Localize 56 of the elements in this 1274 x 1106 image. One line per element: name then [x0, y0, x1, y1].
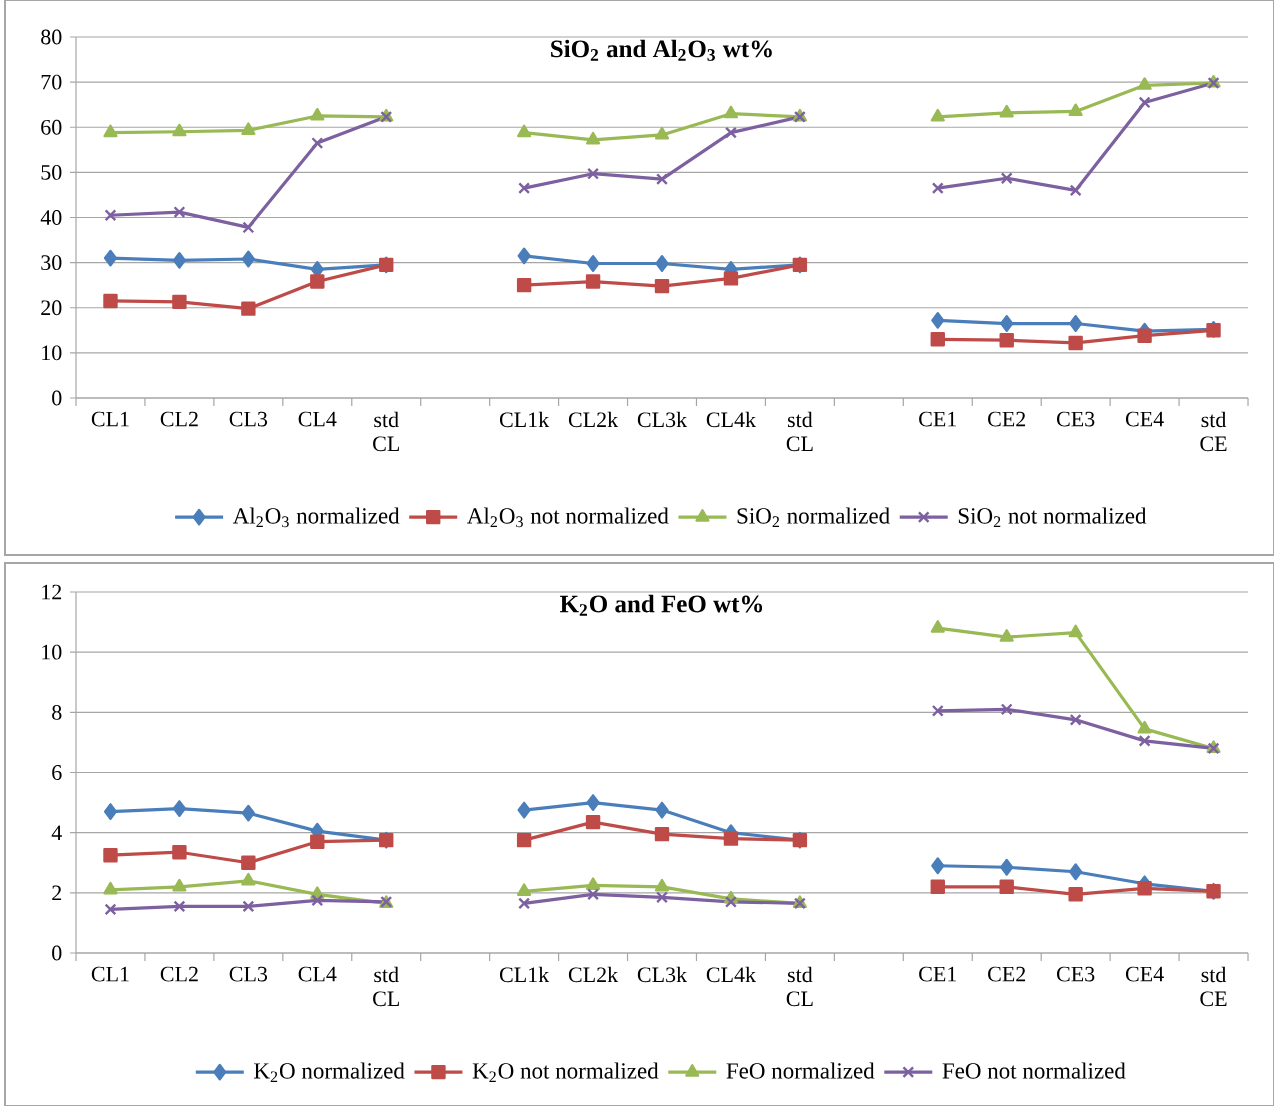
- x-tick-label: CL2k: [568, 411, 619, 428]
- x-tick-label: CE4: [1125, 966, 1164, 982]
- legend-label: K$_{2}$O normalized: [254, 1062, 405, 1083]
- chart-title: SiO$_{2}$ and Al$_{2}$O$_{3}$ wt%: [551, 39, 772, 61]
- x-tick-label: CL3k: [637, 411, 688, 428]
- y-tick-label: 20: [41, 300, 62, 316]
- x-tick-label: std CL: [373, 966, 399, 1007]
- x-tick-label: std CL: [786, 966, 813, 1007]
- x-tick-label: CE1: [919, 411, 956, 427]
- x-tick-label: CL3: [229, 411, 268, 427]
- x-tick-label: std CL: [373, 411, 399, 452]
- legend-label: Al$_{2}$O$_{3}$ not normalized: [467, 507, 669, 528]
- legend-label: K$_{2}$O not normalized: [472, 1062, 659, 1083]
- x-tick-label: CL4: [298, 411, 337, 427]
- legend-label: FeO normalized: [726, 1062, 875, 1079]
- x-tick-label: CL2: [160, 966, 198, 982]
- y-tick-label: 60: [41, 119, 62, 135]
- x-tick-label: CL1k: [499, 966, 550, 983]
- y-tick-label: 50: [41, 164, 62, 180]
- x-tick-label: std CE: [1200, 411, 1227, 452]
- x-tick-label: CL1k: [499, 411, 550, 428]
- legend-label: SiO$_{2}$ not normalized: [958, 507, 1147, 528]
- x-tick-label: CE3: [1057, 411, 1095, 427]
- x-tick-label: CE2: [988, 411, 1026, 427]
- x-tick-label: CE3: [1057, 966, 1095, 982]
- x-tick-label: CL2k: [568, 966, 619, 983]
- y-tick-label: 4: [51, 825, 62, 840]
- y-tick-label: 10: [42, 644, 62, 660]
- x-tick-label: CE1: [919, 966, 956, 982]
- y-tick-label: 80: [41, 29, 62, 45]
- y-tick-label: 30: [41, 255, 62, 271]
- x-tick-label: std CL: [786, 411, 813, 452]
- y-tick-label: 40: [40, 210, 62, 225]
- y-tick-label: 6: [52, 765, 62, 780]
- legend-label: Al$_{2}$O$_{3}$ normalized: [232, 507, 400, 528]
- x-tick-label: CL2: [160, 411, 198, 427]
- x-tick-label: CE2: [988, 966, 1026, 982]
- x-tick-label: CL1: [91, 966, 129, 982]
- x-tick-label: CL3: [229, 966, 268, 982]
- x-tick-label: CL1: [91, 411, 129, 427]
- x-tick-label: CL3k: [637, 966, 688, 983]
- y-tick-label: 2: [52, 885, 62, 901]
- legend-label: SiO$_{2}$ normalized: [737, 507, 890, 528]
- y-tick-label: 0: [52, 945, 62, 961]
- x-tick-label: CL4k: [706, 411, 757, 428]
- x-tick-label: CL4: [298, 966, 337, 982]
- chart-title: K$_{2}$O and FeO wt%: [560, 594, 763, 616]
- y-tick-label: 0: [52, 390, 62, 406]
- x-tick-label: CE4: [1125, 411, 1164, 427]
- y-tick-label: 10: [42, 345, 62, 361]
- legend-label: FeO not normalized: [942, 1062, 1126, 1079]
- y-tick-label: 8: [52, 704, 62, 720]
- y-tick-label: 12: [42, 584, 62, 600]
- y-tick-label: 70: [41, 74, 62, 90]
- x-tick-label: CL4k: [706, 966, 757, 983]
- x-tick-label: std CE: [1200, 966, 1227, 1007]
